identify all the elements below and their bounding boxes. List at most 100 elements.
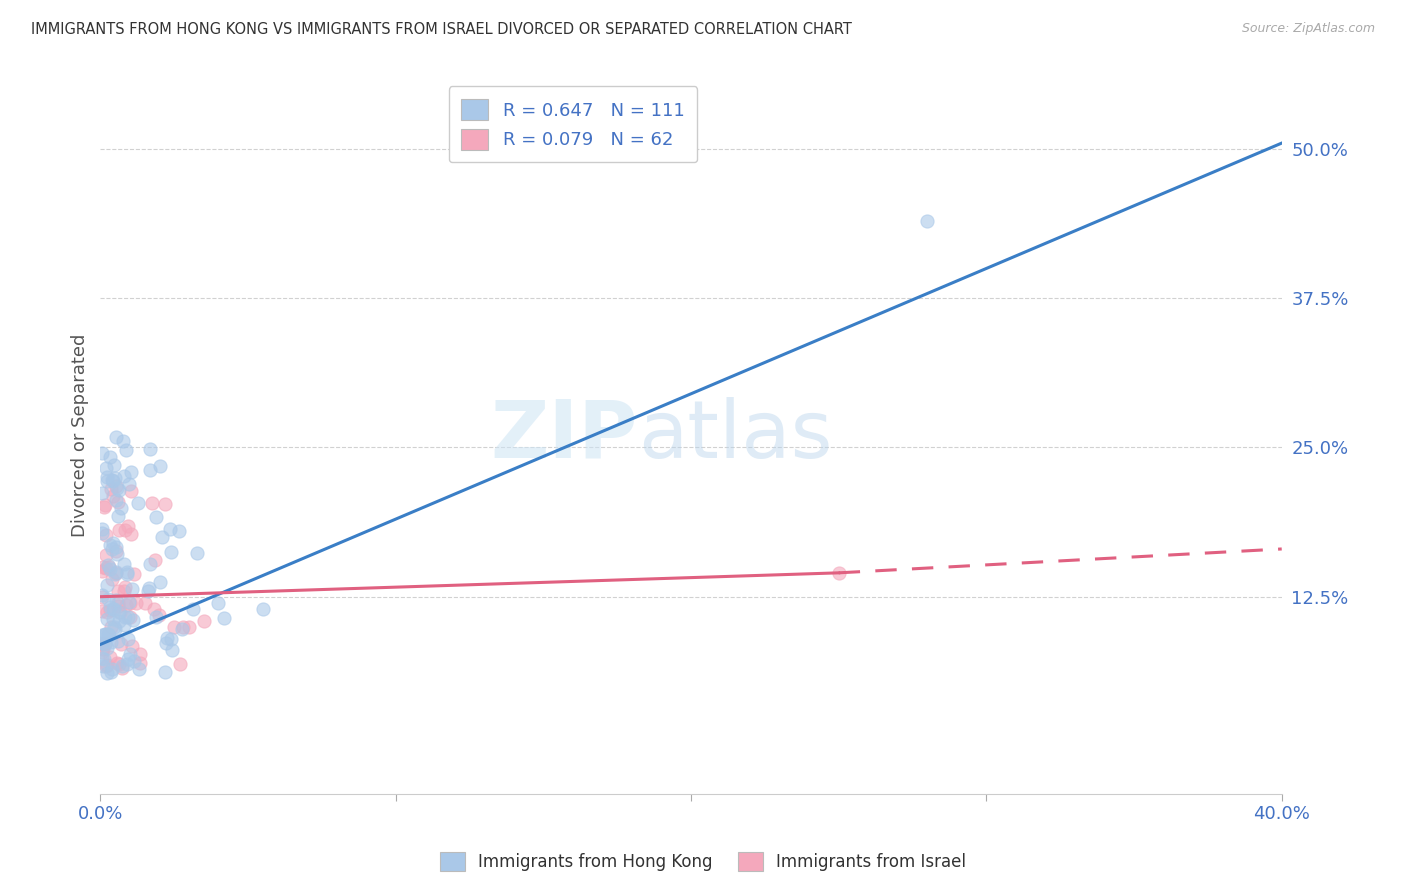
Point bbox=[103, 602, 125, 616]
Point bbox=[108, 606, 131, 620]
Point bbox=[96, 578, 118, 592]
Point bbox=[96, 548, 118, 562]
Point bbox=[110, 500, 132, 515]
Point bbox=[94, 498, 117, 512]
Point bbox=[149, 575, 172, 590]
Point bbox=[90, 446, 112, 460]
Point bbox=[163, 619, 186, 633]
Point bbox=[108, 524, 131, 538]
Point bbox=[94, 636, 117, 650]
Point bbox=[94, 637, 117, 651]
Point bbox=[110, 637, 132, 651]
Point bbox=[125, 596, 148, 610]
Point bbox=[96, 561, 118, 575]
Point bbox=[114, 609, 136, 624]
Point bbox=[91, 627, 114, 641]
Point bbox=[105, 593, 128, 607]
Point bbox=[252, 601, 274, 615]
Point bbox=[156, 631, 179, 645]
Point bbox=[120, 466, 142, 480]
Point bbox=[94, 627, 117, 641]
Point bbox=[207, 596, 229, 610]
Point bbox=[145, 510, 167, 524]
Point bbox=[128, 647, 150, 661]
Point bbox=[107, 657, 129, 672]
Point bbox=[91, 526, 114, 541]
Point bbox=[112, 469, 135, 483]
Point bbox=[115, 567, 138, 582]
Legend: Immigrants from Hong Kong, Immigrants from Israel: Immigrants from Hong Kong, Immigrants fr… bbox=[432, 843, 974, 880]
Point bbox=[160, 545, 183, 559]
Point bbox=[108, 605, 131, 619]
Point bbox=[104, 566, 127, 580]
Point bbox=[139, 463, 162, 477]
Point bbox=[149, 458, 172, 473]
Point bbox=[172, 619, 194, 633]
Point bbox=[145, 553, 167, 567]
Point bbox=[104, 566, 127, 580]
Point bbox=[122, 654, 145, 668]
Point bbox=[108, 614, 131, 628]
Point bbox=[111, 660, 134, 674]
Point bbox=[104, 566, 127, 581]
Point bbox=[100, 662, 122, 676]
Point bbox=[91, 560, 114, 574]
Point bbox=[136, 584, 159, 599]
Point bbox=[101, 572, 124, 586]
Point bbox=[118, 595, 141, 609]
Point bbox=[107, 599, 129, 613]
Point bbox=[90, 485, 112, 500]
Point bbox=[96, 659, 118, 673]
Point bbox=[105, 544, 128, 558]
Point bbox=[170, 622, 193, 636]
Point bbox=[115, 565, 138, 579]
Legend: R = 0.647   N = 111, R = 0.079   N = 62: R = 0.647 N = 111, R = 0.079 N = 62 bbox=[449, 87, 697, 162]
Point bbox=[94, 527, 117, 541]
Point bbox=[107, 633, 129, 648]
Point bbox=[129, 656, 152, 670]
Point bbox=[141, 496, 163, 510]
Point bbox=[153, 665, 176, 679]
Point bbox=[105, 481, 128, 495]
Point bbox=[107, 495, 129, 509]
Point bbox=[114, 523, 136, 537]
Point bbox=[101, 473, 124, 487]
Point bbox=[117, 610, 139, 624]
Point bbox=[160, 642, 183, 657]
Point bbox=[214, 611, 236, 625]
Point bbox=[98, 600, 121, 615]
Point bbox=[115, 442, 138, 457]
Point bbox=[101, 536, 124, 550]
Point bbox=[105, 547, 128, 561]
Point bbox=[114, 599, 136, 613]
Point bbox=[112, 583, 135, 598]
Point bbox=[105, 479, 128, 493]
Point bbox=[155, 636, 177, 650]
Point bbox=[111, 658, 134, 673]
Point bbox=[101, 475, 124, 489]
Point bbox=[121, 639, 143, 653]
Point bbox=[193, 614, 215, 628]
Point bbox=[181, 601, 204, 615]
Point bbox=[98, 628, 121, 642]
Point bbox=[127, 495, 149, 509]
Point bbox=[90, 645, 112, 659]
Point bbox=[101, 542, 124, 557]
Point bbox=[90, 522, 112, 536]
Point bbox=[122, 567, 145, 582]
Point bbox=[121, 582, 143, 596]
Point bbox=[103, 620, 125, 634]
Point bbox=[96, 665, 118, 680]
Y-axis label: Divorced or Separated: Divorced or Separated bbox=[72, 334, 89, 537]
Point bbox=[94, 460, 117, 475]
Point bbox=[153, 496, 176, 510]
Point bbox=[104, 540, 127, 554]
Point bbox=[91, 641, 114, 656]
Point bbox=[120, 527, 142, 541]
Point bbox=[917, 213, 939, 227]
Point bbox=[90, 635, 112, 649]
Point bbox=[104, 471, 127, 485]
Point bbox=[101, 490, 124, 504]
Point bbox=[169, 657, 191, 672]
Point bbox=[103, 602, 125, 616]
